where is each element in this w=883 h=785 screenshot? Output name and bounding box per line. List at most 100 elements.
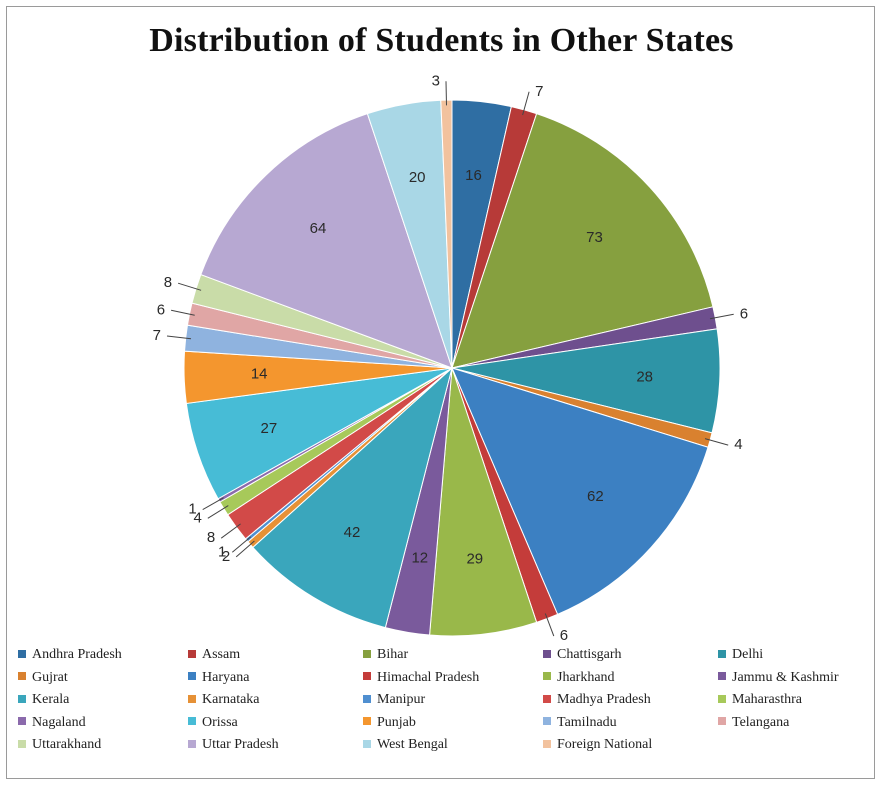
legend-label: Jammu & Kashmir [732, 669, 839, 685]
legend-swatch [188, 649, 196, 658]
leader-line [166, 335, 192, 340]
legend-label: Orissa [202, 714, 238, 730]
chart-title: Distribution of Students in Other States [149, 22, 734, 59]
slice-value-label: 6 [157, 301, 165, 318]
legend-swatch [718, 717, 726, 726]
legend-label: Haryana [202, 669, 250, 685]
legend-swatch [543, 672, 551, 681]
legend-item-nagaland: Nagaland [18, 714, 86, 732]
slice-value-label: 12 [411, 549, 428, 566]
leader-line [207, 505, 229, 519]
leader-line [709, 313, 734, 320]
legend-item-jharkhand: Jharkhand [543, 669, 615, 687]
legend-swatch [18, 717, 26, 726]
legend-label: Tamilnadu [557, 714, 617, 730]
legend-item-kerala: Kerala [18, 691, 69, 709]
leader-line [202, 497, 224, 511]
slice-value-label: 1 [218, 543, 226, 560]
legend-label: Assam [202, 647, 241, 662]
legend-swatch [18, 649, 26, 658]
slice-value-label: 4 [734, 436, 742, 453]
pie-slice-uttar-pradesh [200, 113, 453, 369]
legend-swatch [718, 694, 726, 703]
legend-item-west-bengal: West Bengal [363, 736, 448, 754]
leader-line [220, 523, 241, 539]
legend-item-orissa: Orissa [188, 714, 238, 732]
legend-label: West Bengal [377, 737, 448, 752]
legend-swatch [363, 672, 371, 681]
legend-label: Andhra Pradesh [32, 647, 122, 662]
slice-value-label: 7 [535, 83, 543, 100]
legend-swatch [363, 694, 371, 703]
pie-slice-kerala [252, 366, 453, 629]
slice-value-label: 8 [207, 529, 215, 546]
legend-item-foreign-national: Foreign National [543, 736, 652, 754]
slice-value-label: 42 [344, 524, 361, 541]
leader-line [231, 536, 252, 553]
slice-value-label: 6 [560, 627, 568, 640]
legend-swatch [188, 717, 196, 726]
slice-value-label: 1 [188, 501, 196, 518]
legend-swatch [188, 672, 196, 681]
legend-item-andhra-pradesh: Andhra Pradesh [18, 646, 122, 664]
legend-label: Madhya Pradesh [557, 692, 651, 707]
slice-value-label: 6 [740, 305, 748, 322]
legend-item-gujrat: Gujrat [18, 669, 68, 687]
slice-value-label: 7 [153, 327, 161, 344]
legend-item-punjab: Punjab [363, 714, 416, 732]
slice-value-label: 16 [465, 167, 482, 184]
legend-item-manipur: Manipur [363, 691, 425, 709]
slice-value-label: 2 [222, 548, 230, 565]
legend-item-tamilnadu: Tamilnadu [543, 714, 617, 732]
leader-line [170, 309, 195, 316]
legend-label: Maharasthra [732, 692, 802, 707]
leader-line [704, 438, 729, 446]
slice-value-label: 28 [636, 368, 653, 385]
legend-swatch [543, 739, 551, 748]
legend-label: Bihar [377, 647, 409, 662]
leader-line [445, 81, 447, 106]
slice-value-label: 14 [251, 366, 268, 383]
legend-item-assam: Assam [188, 646, 240, 664]
legend-label: Karnataka [202, 692, 260, 707]
legend-label: Manipur [377, 692, 426, 707]
legend-item-telangana: Telangana [718, 714, 789, 732]
legend-swatch [363, 717, 371, 726]
legend-swatch [18, 672, 26, 681]
slice-value-label: 27 [261, 420, 278, 437]
slice-value-label: 3 [432, 72, 440, 89]
legend-item-himachal-pradesh: Himachal Pradesh [363, 669, 479, 687]
legend-swatch [363, 649, 371, 658]
legend-label: Chattisgarh [557, 647, 622, 662]
legend-label: Uttar Pradesh [202, 737, 279, 752]
legend-item-madhya-pradesh: Madhya Pradesh [543, 691, 651, 709]
slice-value-label: 4 [193, 509, 201, 526]
legend-item-uttar-pradesh: Uttar Pradesh [188, 736, 279, 754]
legend-item-haryana: Haryana [188, 669, 249, 687]
slice-value-label: 20 [409, 169, 426, 186]
legend-item-karnataka: Karnataka [188, 691, 260, 709]
legend-swatch [543, 694, 551, 703]
legend-label: Telangana [732, 714, 790, 730]
legend-item-bihar: Bihar [363, 646, 408, 664]
legend-swatch [543, 717, 551, 726]
legend-label: Nagaland [32, 714, 86, 730]
legend-label: Jharkhand [557, 669, 615, 685]
legend-swatch [718, 649, 726, 658]
slice-value-label: 64 [310, 220, 327, 237]
legend-item-delhi: Delhi [718, 646, 763, 664]
pie-slice-bihar [451, 113, 714, 369]
legend-label: Delhi [732, 647, 764, 662]
legend-label: Foreign National [557, 737, 653, 752]
legend-swatch [18, 739, 26, 748]
legend-label: Gujrat [32, 669, 68, 685]
slice-value-label: 29 [466, 551, 483, 568]
slice-value-label: 62 [587, 488, 604, 505]
legend-swatch [18, 694, 26, 703]
legend-swatch [363, 739, 371, 748]
legend-label: Punjab [377, 714, 416, 730]
legend-label: Himachal Pradesh [377, 669, 480, 685]
legend-item-maharasthra: Maharasthra [718, 691, 802, 709]
slice-value-label: 8 [164, 274, 172, 291]
